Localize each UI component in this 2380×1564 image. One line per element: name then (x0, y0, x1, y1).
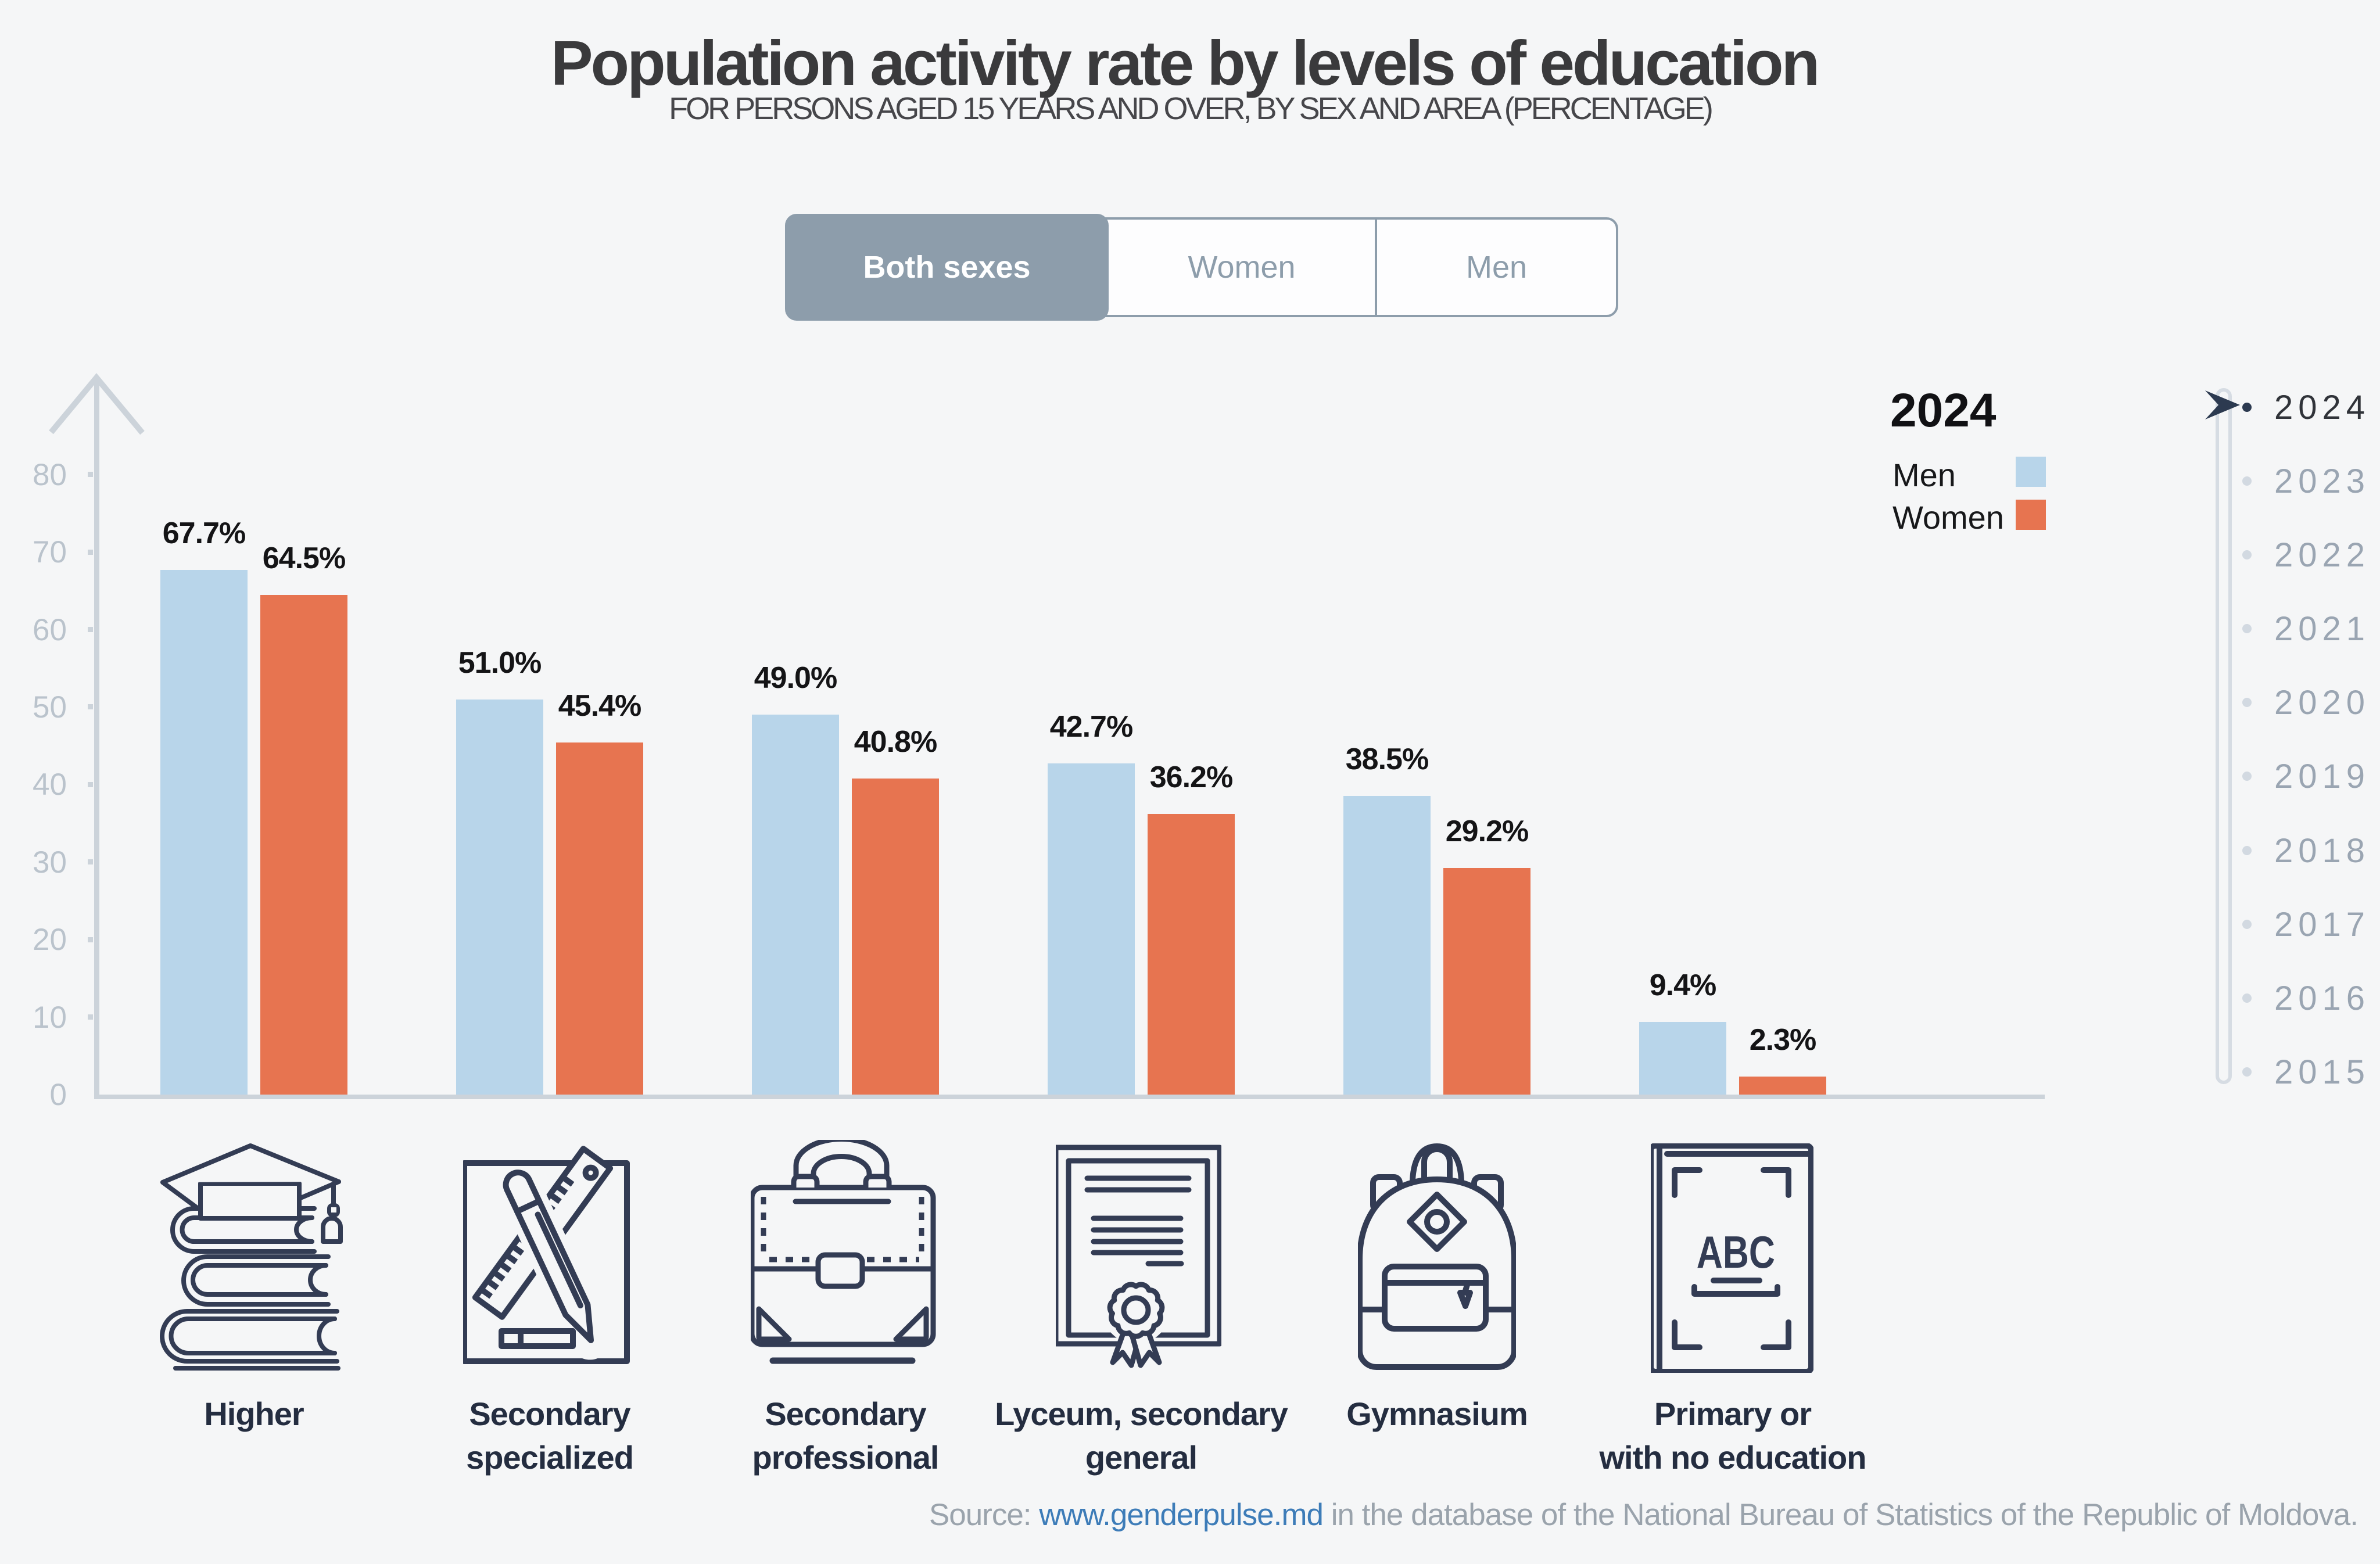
svg-text:ABC: ABC (1697, 1226, 1775, 1277)
